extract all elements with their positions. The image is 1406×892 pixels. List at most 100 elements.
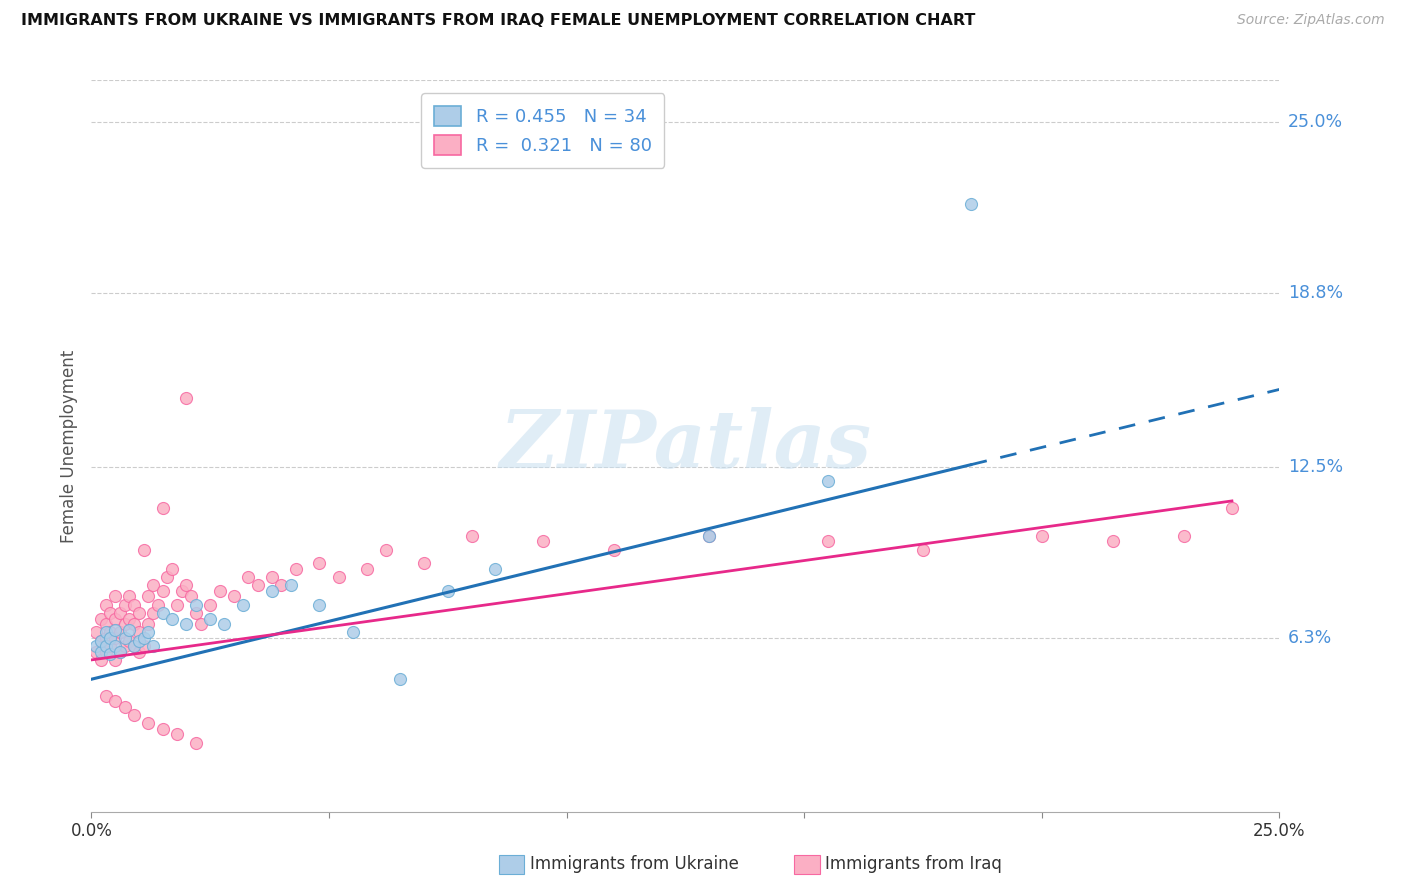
Point <box>166 598 188 612</box>
Point <box>152 583 174 598</box>
Point <box>160 611 183 625</box>
Point <box>132 631 155 645</box>
Point <box>104 590 127 604</box>
Point <box>138 590 160 604</box>
Point <box>146 598 169 612</box>
Text: IMMIGRANTS FROM UKRAINE VS IMMIGRANTS FROM IRAQ FEMALE UNEMPLOYMENT CORRELATION : IMMIGRANTS FROM UKRAINE VS IMMIGRANTS FR… <box>21 13 976 29</box>
Point <box>142 606 165 620</box>
Point <box>104 623 127 637</box>
Point <box>94 689 117 703</box>
Point <box>697 529 720 543</box>
Point <box>100 631 122 645</box>
Y-axis label: Female Unemployment: Female Unemployment <box>60 350 79 542</box>
Point <box>152 606 174 620</box>
Point <box>84 625 107 640</box>
Point <box>128 625 150 640</box>
Point <box>697 529 720 543</box>
Point <box>284 562 307 576</box>
Point <box>94 598 117 612</box>
Point <box>280 578 302 592</box>
Point <box>90 645 112 659</box>
Point <box>190 617 212 632</box>
Point <box>104 639 127 653</box>
Point <box>484 562 506 576</box>
Point <box>214 617 236 632</box>
Point <box>389 672 412 686</box>
Point <box>108 606 131 620</box>
Text: 25.0%: 25.0% <box>1288 112 1343 131</box>
Point <box>94 617 117 632</box>
Point <box>184 736 207 750</box>
Point <box>817 474 839 488</box>
Legend: R = 0.455   N = 34, R =  0.321   N = 80: R = 0.455 N = 34, R = 0.321 N = 80 <box>422 93 664 168</box>
Point <box>90 633 112 648</box>
Point <box>94 645 117 659</box>
Point <box>817 534 839 549</box>
Point <box>128 633 150 648</box>
Point <box>603 542 626 557</box>
Point <box>176 578 198 592</box>
Text: ZIPatlas: ZIPatlas <box>499 408 872 484</box>
Point <box>114 639 136 653</box>
Point <box>1173 529 1195 543</box>
Point <box>122 617 145 632</box>
Point <box>232 598 254 612</box>
Point <box>128 645 150 659</box>
Point <box>911 542 934 557</box>
Point <box>152 722 174 736</box>
Point <box>208 583 231 598</box>
Point <box>184 606 207 620</box>
Point <box>84 639 107 653</box>
Point <box>342 625 364 640</box>
Point <box>104 611 127 625</box>
Point <box>118 623 141 637</box>
Point <box>104 694 127 708</box>
Point <box>460 529 482 543</box>
Text: Source: ZipAtlas.com: Source: ZipAtlas.com <box>1237 13 1385 28</box>
Point <box>152 501 174 516</box>
Point <box>84 645 107 659</box>
Point <box>156 570 179 584</box>
Point <box>122 639 145 653</box>
Point <box>114 598 136 612</box>
Point <box>100 625 122 640</box>
Point <box>100 639 122 653</box>
Text: Immigrants from Iraq: Immigrants from Iraq <box>825 855 1002 873</box>
Point <box>246 578 269 592</box>
Point <box>118 590 141 604</box>
Point <box>1102 534 1125 549</box>
Point <box>104 631 127 645</box>
Point <box>114 617 136 632</box>
Point <box>94 625 117 640</box>
Point <box>170 583 193 598</box>
Point <box>260 583 283 598</box>
Text: 6.3%: 6.3% <box>1288 629 1331 647</box>
Point <box>94 639 117 653</box>
Point <box>108 645 131 659</box>
Point <box>90 653 112 667</box>
Point <box>308 557 330 571</box>
Point <box>238 570 260 584</box>
Point <box>90 633 112 648</box>
Point <box>118 611 141 625</box>
Point <box>104 653 127 667</box>
Point <box>1220 501 1243 516</box>
Point <box>308 598 330 612</box>
Point <box>138 617 160 632</box>
Point <box>138 625 160 640</box>
Point <box>114 631 136 645</box>
Point <box>200 598 222 612</box>
Point <box>413 557 436 571</box>
Point <box>375 542 398 557</box>
Point <box>142 639 165 653</box>
Point <box>90 611 112 625</box>
Point <box>222 590 245 604</box>
Point <box>356 562 378 576</box>
Point <box>138 716 160 731</box>
Point <box>184 598 207 612</box>
Point <box>142 578 165 592</box>
Point <box>200 611 222 625</box>
Point <box>176 391 198 405</box>
Point <box>132 639 155 653</box>
Point <box>436 583 458 598</box>
